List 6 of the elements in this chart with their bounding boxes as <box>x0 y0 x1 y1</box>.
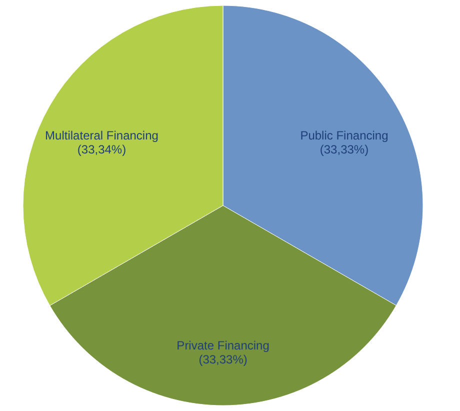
slice-label: Private Financing <box>176 338 270 352</box>
data-label: (33,33%) <box>320 142 369 156</box>
slice-label: Multilateral Financing <box>45 128 158 143</box>
data-label: (33,34%) <box>77 142 126 157</box>
slice-label: Public Financing <box>300 128 388 142</box>
data-label: (33,33%) <box>198 352 248 366</box>
